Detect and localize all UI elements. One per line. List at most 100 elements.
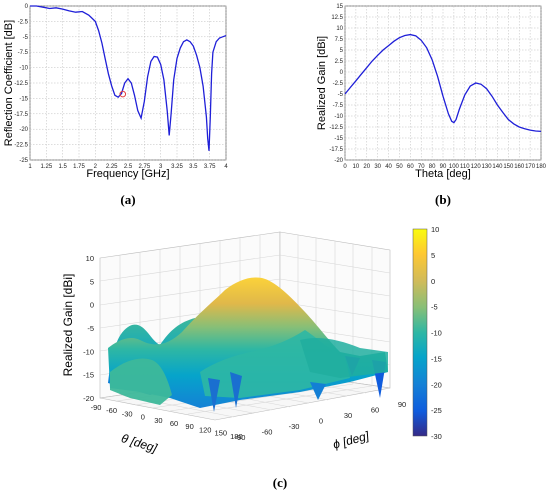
theta-tick-label: -60 (106, 406, 117, 415)
theta-tick-label: 150 (215, 429, 228, 438)
x-tick-label: 170 (525, 164, 536, 170)
phi-tick-label: 90 (398, 400, 406, 409)
z-tick-label: -20 (83, 394, 94, 403)
y-tick-label: -7.5 (333, 103, 344, 109)
colorbar-tick-label: -25 (431, 406, 442, 415)
x-tick-label: 160 (514, 164, 525, 170)
x-tick-label: 0 (343, 164, 347, 170)
caption-b: (b) (435, 192, 451, 207)
colorbar-tick-label: -10 (431, 329, 442, 338)
x-tick-label: 2 (94, 164, 98, 170)
x-tick-label: 130 (482, 164, 493, 170)
theta-axis-label: θ [deg] (120, 431, 160, 455)
data-marker (119, 90, 127, 98)
y-tick-label: -2.5 (18, 19, 29, 25)
y-tick-label: 7.5 (335, 37, 344, 43)
reflection-coefficient-chart: 1 1.25 1.5 1.75 2 2.25 2.5 2.75 3 3.25 3.5 3.75 4 0 -2… (3, 4, 228, 180)
x-tick-label: 180 (536, 164, 547, 170)
x-tick-label: 70 (418, 164, 425, 170)
colorbar (412, 228, 428, 437)
phi-tick-label: 0 (319, 417, 323, 426)
x-tick-label: 20 (363, 164, 370, 170)
x-tick-label: 3 (159, 164, 163, 170)
y-axis-label: Reflection Coefficient [dB] (3, 20, 15, 146)
z-tick-label: -10 (83, 347, 94, 356)
y-tick-label: -2.5 (333, 81, 344, 87)
z-tick-labels: 10 5 0 -5 -10 -15 -20 (83, 254, 94, 403)
y-tick-label: -20 (334, 158, 343, 164)
x-tick-label: 10 (353, 164, 360, 170)
phi-axis-label: ϕ [deg] (331, 428, 371, 451)
x-tick-label: 2.75 (138, 164, 150, 170)
x-tick-label: 50 (396, 164, 403, 170)
colorbar-tick-label: -5 (431, 303, 438, 312)
z-tick-label: -5 (87, 324, 94, 333)
x-axis-label: Frequency [GHz] (86, 168, 169, 180)
x-tick-label: 150 (503, 164, 514, 170)
plot-area (344, 5, 542, 161)
colorbar-tick-label: -15 (431, 354, 442, 363)
x-tick-label: 40 (385, 164, 392, 170)
tick-labels: 1 1.25 1.5 1.75 2 2.25 2.5 2.75 3 3.25 3.5 3.75 4 0 -2… (14, 4, 228, 170)
caption-c: (c) (273, 475, 287, 490)
y-tick-label: -15 (19, 96, 28, 102)
x-tick-label: 1.25 (40, 164, 52, 170)
y-tick-label: -17.5 (14, 112, 28, 118)
x-tick-label: 120 (471, 164, 482, 170)
theta-tick-label: 180 (230, 432, 243, 441)
x-tick-label: 3.25 (171, 164, 183, 170)
phi-tick-label: 30 (344, 411, 352, 420)
z-tick-label: 0 (90, 301, 94, 310)
y-tick-label: -25 (19, 158, 28, 164)
theta-tick-label: 120 (199, 425, 212, 434)
z-tick-label: -15 (83, 371, 94, 380)
x-tick-label: 4 (224, 164, 228, 170)
theta-tick-label: 90 (185, 422, 193, 431)
x-axis-label: Theta [deg] (415, 168, 471, 180)
x-tick-label: 1.75 (73, 164, 85, 170)
x-tick-label: 140 (492, 164, 503, 170)
theta-tick-label: -90 (91, 403, 102, 412)
x-tick-label: 1.5 (58, 164, 67, 170)
grid (29, 5, 227, 161)
phi-tick-label: -30 (289, 422, 300, 431)
x-tick-label: 100 (449, 164, 460, 170)
theta-tick-label: 0 (141, 413, 145, 422)
realized-gain-theta-chart: 0 10 20 30 40 50 60 70 80 90 100 110 120 130 140 150 160… (316, 4, 547, 180)
y-tick-label: -10 (19, 66, 28, 72)
x-tick-label: 60 (407, 164, 414, 170)
y-tick-label: 2.5 (335, 59, 344, 65)
y-tick-label: -5 (23, 35, 29, 41)
colorbar-tick-label: -30 (431, 432, 442, 441)
y-tick-label: -10 (334, 114, 343, 120)
theta-tick-label: 30 (154, 416, 162, 425)
theta-tick-label: 60 (170, 419, 178, 428)
phi-tick-label: 60 (371, 406, 379, 415)
colorbar-tick-label: 5 (431, 251, 435, 260)
y-tick-label: -20 (19, 127, 28, 133)
colorbar-tick-labels: 10 5 0 -5 -10 -15 -20 -25 -30 (431, 225, 442, 441)
y-axis-label: Realized Gain [dBi] (316, 36, 328, 130)
colorbar-tick-label: 10 (431, 225, 439, 234)
tick-labels: 0 10 20 30 40 50 60 70 80 90 100 110 120 130 140 150 160… (329, 4, 546, 170)
colorbar-tick-label: -20 (431, 380, 442, 389)
x-tick-label: 110 (460, 164, 470, 170)
plot-area (29, 5, 227, 161)
y-tick-label: -15 (334, 136, 343, 142)
theta-tick-label: -30 (122, 409, 133, 418)
phi-tick-labels: -90 -60 -30 0 30 60 90 (235, 400, 407, 442)
x-tick-label: 2.25 (106, 164, 118, 170)
phi-tick-label: -60 (262, 428, 273, 437)
x-tick-label: 3.5 (189, 164, 198, 170)
z-tick-label: 10 (86, 254, 94, 263)
z-tick-label: 5 (90, 277, 94, 286)
theta-tick-labels: -90 -60 -30 0 30 60 90 120 150 180 (91, 403, 243, 441)
y-tick-label: -7.5 (18, 50, 29, 56)
y-tick-label: -5 (338, 92, 344, 98)
colorbar-tick-label: 0 (431, 277, 435, 286)
series-line (344, 33, 542, 133)
y-tick-label: -17.5 (329, 147, 343, 153)
series-line (30, 5, 227, 151)
grid (344, 5, 542, 161)
